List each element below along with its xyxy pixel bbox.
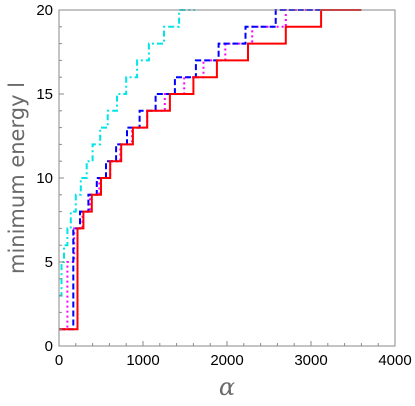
series-line-2 [59,9,348,331]
y-tick-label: 10 [36,170,53,187]
series-line-0 [59,9,196,297]
y-tick-label: 15 [36,86,53,103]
series-layer [59,9,362,331]
x-tick-label: 1000 [126,352,159,369]
y-tick-label: 20 [36,2,53,19]
plot-area [58,9,396,347]
x-tick-label: 4000 [378,352,411,369]
y-tick-label: 0 [45,338,53,355]
x-tick-label: 3000 [294,352,327,369]
x-axis-label: α [219,373,235,401]
x-tick-label: 2000 [210,352,243,369]
x-tick-label: 0 [55,352,63,369]
ticks-layer: 0 1000 2000 3000 4000 0 5 10 15 20 [36,2,411,369]
y-tick-label: 5 [45,254,53,271]
y-axis-label: minimum energy l [5,82,29,274]
series-line-3 [59,9,362,331]
series-line-1 [59,9,320,331]
